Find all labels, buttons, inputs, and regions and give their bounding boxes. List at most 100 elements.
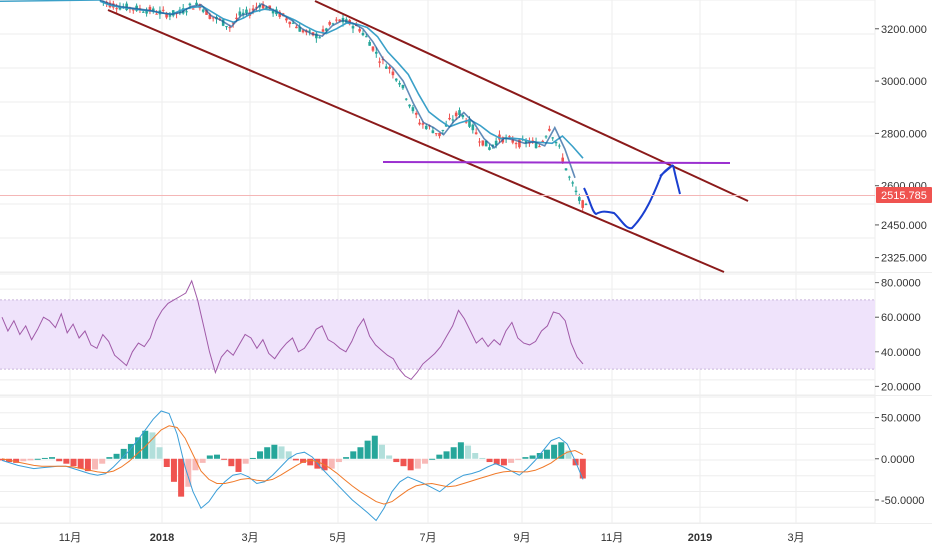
macd-hist-bar [242,458,249,464]
macd-hist-bar [99,458,106,464]
candle-body [361,32,365,36]
candle-body [331,23,335,25]
macd-hist-bar [92,458,99,470]
horizontal-level-line[interactable] [382,161,731,164]
macd-hist-bar [479,457,486,459]
candle-body [335,19,338,21]
candle-body [494,140,498,146]
macd-hist-bar [307,458,314,466]
macd-hist-bar [135,437,142,459]
candle-body [388,66,391,70]
ma-slow-line [99,0,584,159]
macd-hist-bar [551,444,558,459]
candle-body [368,41,371,46]
macd-axis: 50.0000 0.0000 -50.0000 [875,413,924,507]
candle-body [265,7,268,10]
channel-lower-line[interactable] [107,9,725,273]
candle-body [551,137,555,139]
early-price-line [0,0,101,3]
candle-body [285,18,288,21]
rsi-panel[interactable] [0,279,875,381]
macd-hist-bar [500,458,507,466]
candle-body [474,132,478,135]
macd-tick-label: -50.0000 [881,495,924,507]
candle-body [241,12,245,15]
candle-body [328,22,331,25]
candle-body [118,6,122,10]
macd-hist-bar [465,445,472,459]
candle-body [115,8,118,10]
candle-body [151,8,155,12]
candle-body [291,22,295,24]
macd-hist-bar [357,447,364,459]
macd-hist-bar [142,430,149,459]
candle-body [441,129,445,131]
candle-body [574,190,578,193]
macd-hist-bar [543,449,550,459]
macd-panel[interactable] [0,410,586,522]
macd-hist-bar [529,455,536,459]
candle-body [531,140,535,142]
macd-hist-bar [249,457,256,459]
time-tick-label: 11月 [601,532,623,544]
channel-upper-line[interactable] [314,0,749,202]
macd-hist-bar [343,457,350,459]
macd-hist-bar [278,446,285,459]
macd-hist-bar [371,435,378,459]
time-axis: 11月 2018 3月 5月 7月 9月 11月 2019 3月 [59,532,805,544]
candle-body [374,51,378,54]
candle-body [371,46,375,51]
rsi-tick-label: 60.0000 [881,312,921,324]
macd-hist-bar [429,458,436,460]
macd-hist-bar [328,458,335,469]
macd-hist-bar [199,458,206,463]
candle-body [538,146,541,148]
macd-hist-bar [400,458,407,467]
price-tick-label: 2450.000 [881,220,927,232]
candle-body [484,140,488,147]
projection-curve[interactable] [583,164,681,230]
candle-body [524,140,528,144]
macd-hist-bar [27,458,34,461]
macd-hist-bar [386,455,393,459]
macd-hist-bar [565,450,572,459]
candle-body [188,3,192,6]
price-tick-label: 3200.000 [881,24,927,36]
rsi-tick-label: 80.0000 [881,278,921,290]
candle-body [488,147,491,150]
ma-fast-line [99,0,576,179]
candle-body [205,9,208,15]
macd-hist-bar [163,458,170,467]
macd-tick-label: 50.0000 [881,413,921,425]
candle-body [544,136,548,138]
macd-line [1,410,584,522]
macd-hist-bar [178,458,185,497]
candle-body [195,2,198,6]
candle-body [261,4,265,9]
macd-hist-bar [271,444,278,459]
price-tick-label: 3000.000 [881,76,927,88]
candle-body [308,30,312,32]
time-tick-label: 2019 [688,532,712,544]
macd-hist-bar [77,458,84,469]
candle-body [325,28,328,31]
candle-body [365,36,368,38]
candle-body [534,142,538,149]
macd-hist-bar [228,458,235,467]
macd-hist-bar [407,458,414,471]
candle-body [468,119,471,127]
candle-body [431,130,435,134]
candle-body [251,8,255,11]
candle-body [561,157,564,162]
macd-hist-bar [49,457,56,459]
macd-histogram [0,430,586,497]
macd-hist-bar [436,454,443,459]
price-panel[interactable] [0,0,875,273]
candle-body [185,11,188,13]
candle-body [478,141,481,143]
candle-body [288,21,292,25]
candle-body [401,85,405,89]
rsi-line [1,279,584,381]
candle-body [271,9,275,14]
